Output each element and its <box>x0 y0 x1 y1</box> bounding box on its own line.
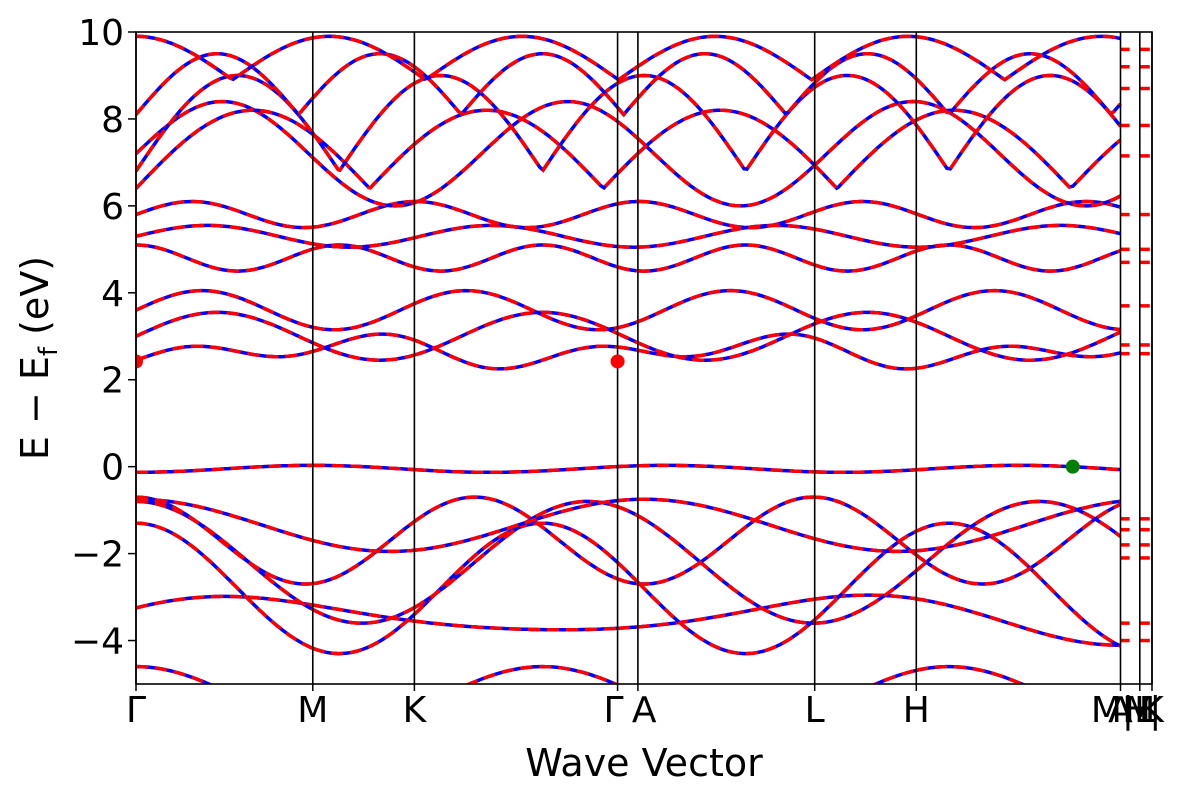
y-tick-label: −2 <box>71 535 124 576</box>
y-axis-label-main: E − E <box>13 356 57 460</box>
x-tick-label: M <box>297 690 328 731</box>
vbm-marker <box>1065 459 1080 474</box>
y-axis-label-unit: (eV) <box>13 256 57 347</box>
x-tick-label: K <box>403 690 428 731</box>
x-tick-label: A <box>632 690 657 731</box>
dft-band <box>136 664 1027 684</box>
cbm-marker <box>136 354 143 369</box>
x-tick-label: K <box>1140 690 1165 731</box>
x-tick-label: Γ <box>126 690 146 731</box>
wannier-band <box>136 463 1121 475</box>
wannier-band <box>136 34 1121 82</box>
x-tick-label: A <box>1108 690 1133 731</box>
y-tick-label: 8 <box>101 100 124 141</box>
dft-band <box>136 332 1121 371</box>
x-tick-label: M <box>1124 690 1155 731</box>
y-tick-label: 2 <box>101 361 124 402</box>
plot-background <box>136 32 1152 684</box>
y-tick-label: 10 <box>78 13 124 54</box>
extrema-markers <box>136 354 1080 474</box>
y-axis-ticks: −4 −2 0 2 4 6 8 10 <box>71 13 136 663</box>
cbm-marker <box>610 354 625 369</box>
dft-band <box>136 310 1122 362</box>
wannier-band <box>136 99 1122 208</box>
wannier-band <box>136 199 1121 230</box>
y-tick-label: 0 <box>101 448 124 489</box>
y-tick-label: 4 <box>101 274 124 315</box>
wannier-band <box>136 243 1122 273</box>
wannier-band <box>136 73 1122 173</box>
x-axis-label: Wave Vector <box>525 741 763 785</box>
x-tick-label-extra: M|L <box>1091 690 1154 731</box>
wannier-band <box>136 593 1121 647</box>
y-axis-label-sub: f <box>34 346 64 356</box>
x-tick-label-extra: H| <box>1122 690 1161 731</box>
wannier-band <box>136 288 1121 332</box>
wannier-band <box>136 497 1121 554</box>
wannier-band <box>136 51 1122 118</box>
x-tick-label: Γ <box>604 690 624 731</box>
y-axis-label: E − Ef (eV) <box>13 256 64 460</box>
wannier-band <box>136 108 1122 191</box>
plot-frame <box>135 31 1153 685</box>
x-tick-label: H <box>903 690 930 731</box>
wannier-band <box>136 495 1122 586</box>
bands-group <box>136 34 1152 684</box>
y-tick-label: 6 <box>101 187 124 228</box>
y-tick-label: −4 <box>71 622 124 663</box>
x-tick-label: L <box>805 690 825 731</box>
